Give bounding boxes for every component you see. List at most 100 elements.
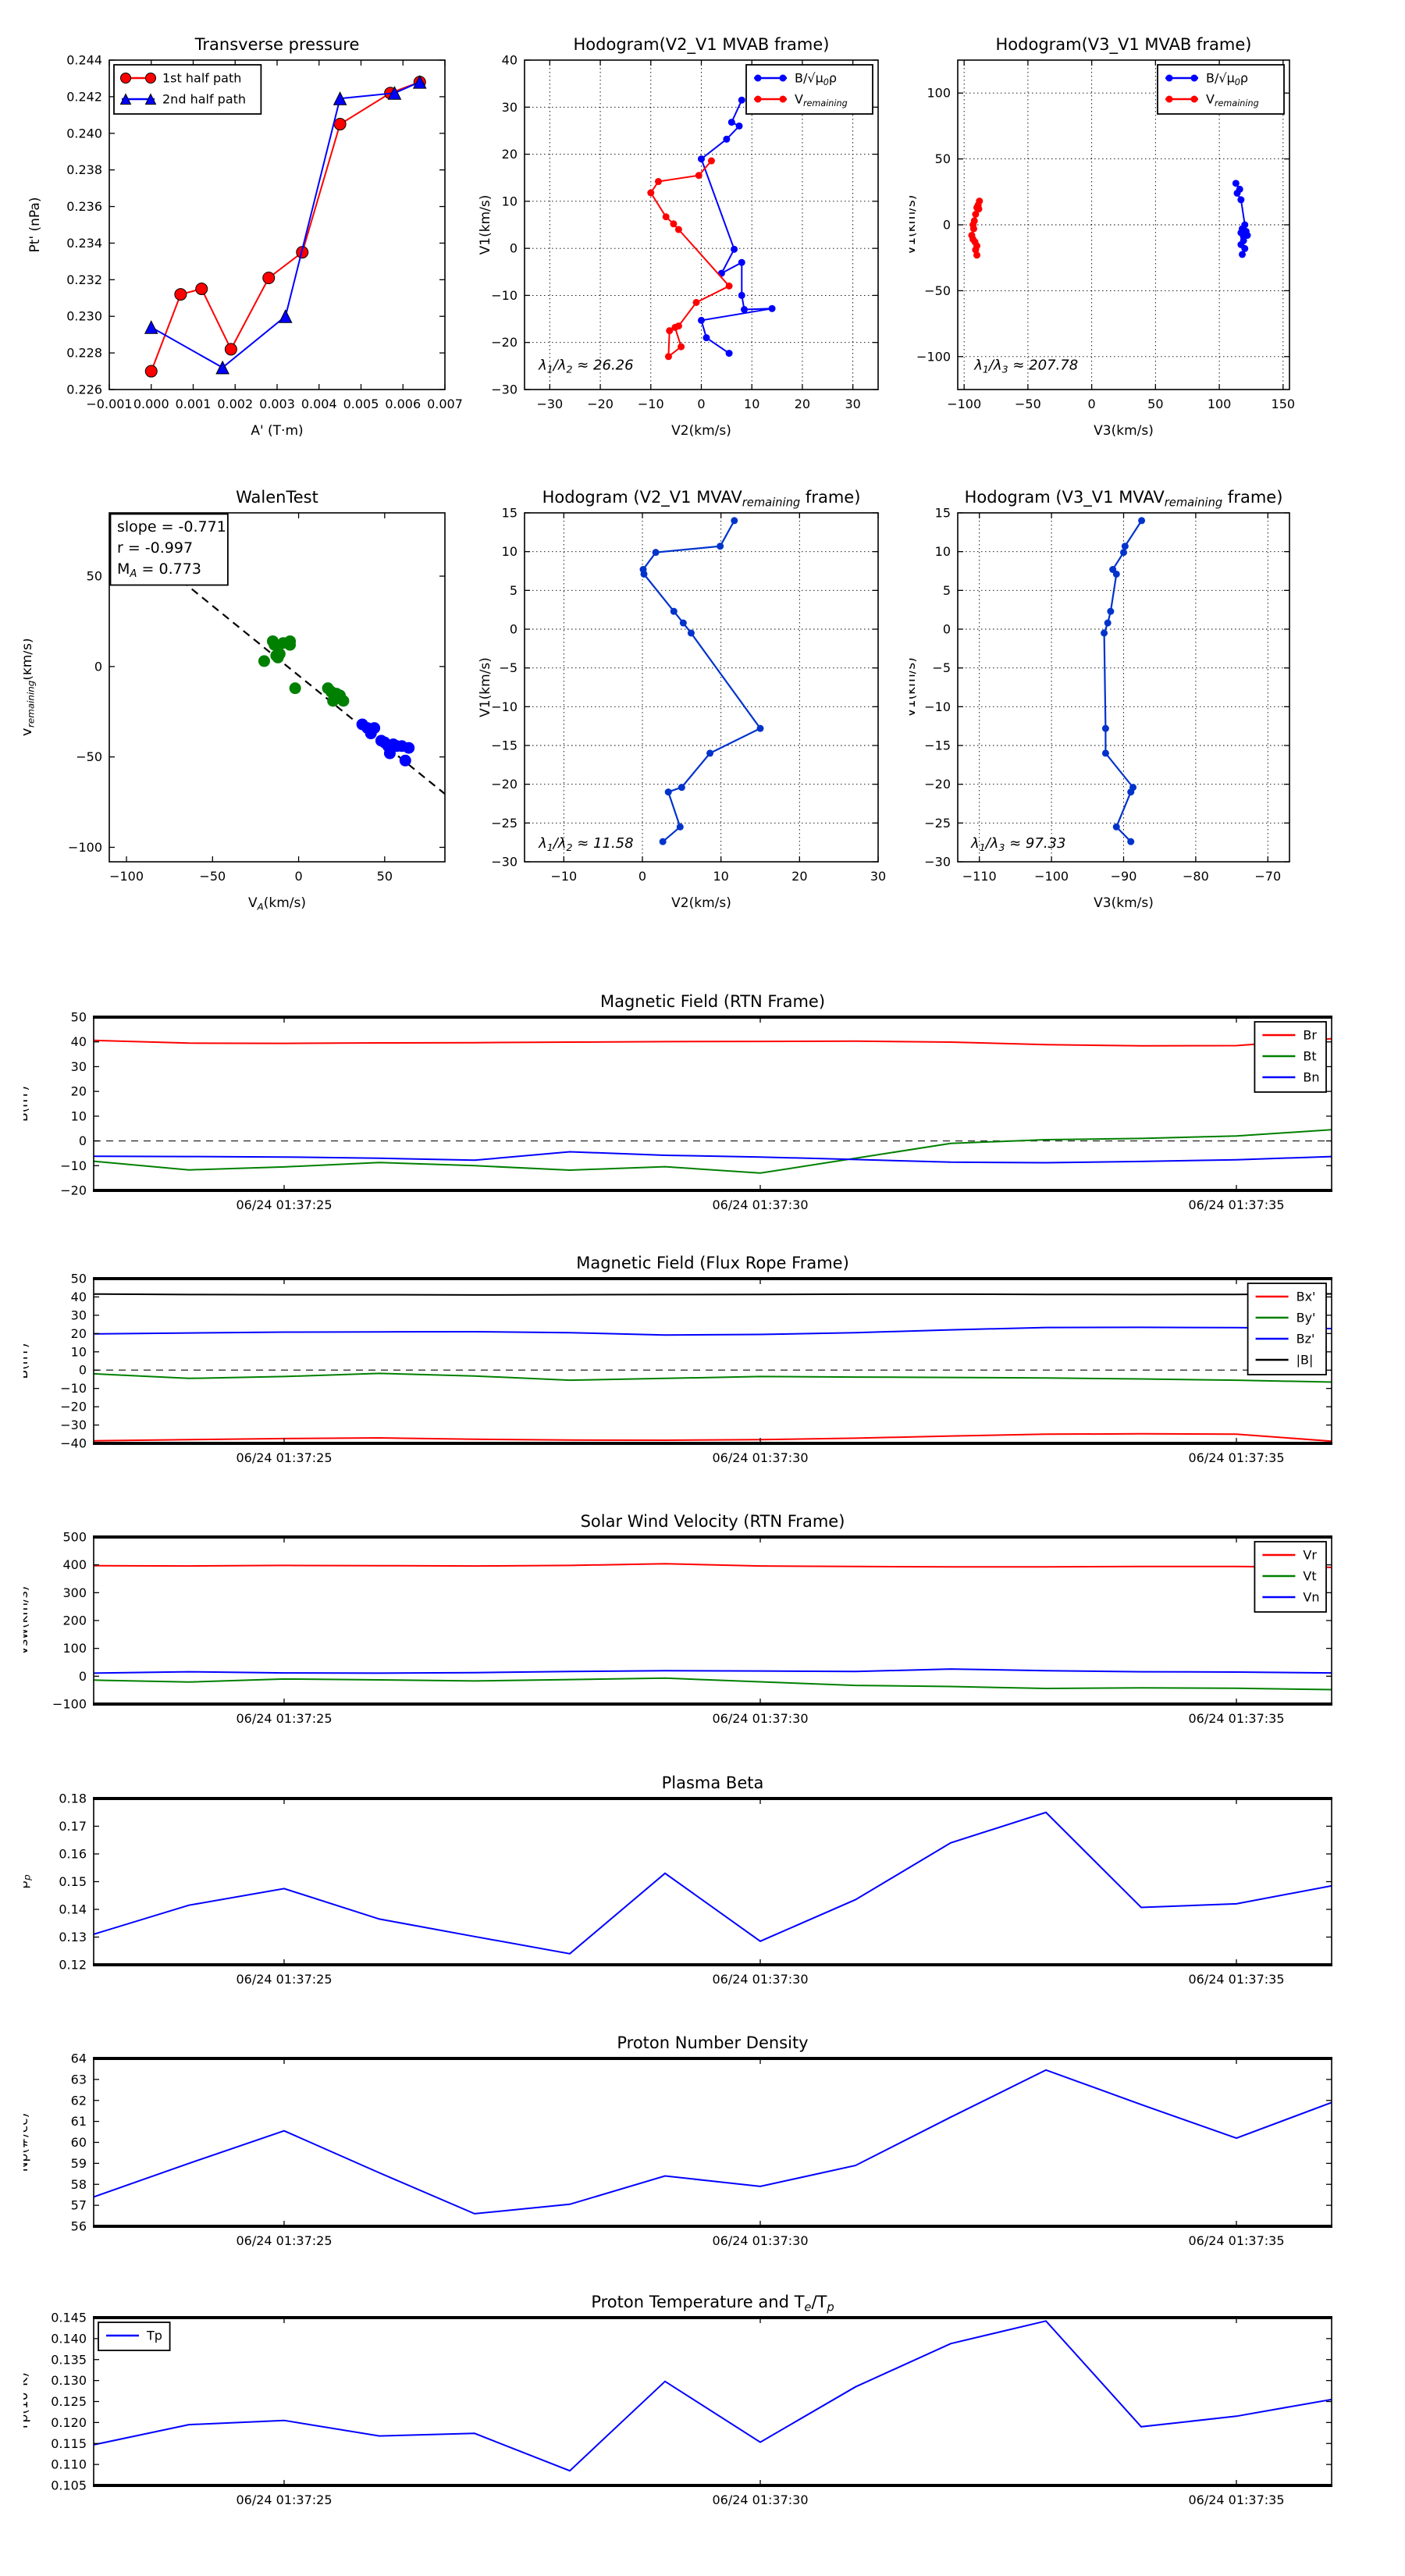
x-tick-label: −10 (638, 397, 664, 411)
y-tick-label: 50 (87, 569, 102, 584)
x-tick-label: −100 (109, 869, 144, 884)
chart-title: Solar Wind Velocity (RTN Frame) (581, 1512, 845, 1531)
y-tick-label: 10 (502, 194, 518, 208)
chart-magnetic-field-fluxrope: 06/24 01:37:25 06/24 01:37:30 06/24 01:37:… (16, 1244, 1363, 1486)
y-axis-label: V1(km/s) (478, 195, 493, 255)
y-tick-label: 59 (71, 2156, 87, 2171)
y-tick-label: 0.125 (51, 2394, 87, 2409)
y-tick-label: −20 (924, 777, 951, 792)
grid (958, 60, 1289, 390)
legend-label: Tp (146, 2329, 162, 2343)
hodogram-v2v1-mvab-svg: −30 −20 −10 0 10 20 30 −30 −20 −10 0 10 20 30 40 Hodogr… (478, 35, 879, 439)
x-axis-label: V2(km/s) (671, 423, 731, 439)
chart-title: WalenTest (236, 488, 318, 507)
axes-ticks: 06/24 01:37:25 06/24 01:37:30 06/24 01:37:… (60, 1010, 1332, 1212)
y-tick-label: −100 (916, 349, 951, 364)
legend-label: Vn (1303, 1590, 1319, 1605)
legend-label: Vr (1303, 1548, 1317, 1563)
x-tick-label: −100 (1034, 869, 1069, 884)
y-tick-label: 300 (62, 1585, 87, 1600)
axes-ticks: −110 −100 −90 −80 −70 −30 −25 −20 −15 −10 −5 0 5 10 15 (924, 506, 1289, 884)
y-tick-label: 20 (71, 1084, 87, 1099)
series-line (94, 1563, 1332, 1568)
x-tick-label: 06/24 01:37:35 (1188, 1711, 1284, 1726)
axes-ticks: 06/24 01:37:25 06/24 01:37:30 06/24 01:37:… (59, 1791, 1332, 1987)
y-tick-label: 10 (502, 544, 518, 559)
y-tick-label: 30 (71, 1059, 87, 1074)
y-axis-label: Tp(106K) (23, 2372, 31, 2432)
x-axis-label: VA(km/s) (248, 895, 306, 913)
y-tick-label: 58 (71, 2177, 87, 2192)
x-tick-label: 30 (870, 869, 886, 884)
x-tick-label: 0.000 (133, 397, 169, 411)
y-tick-label: 0.110 (51, 2457, 87, 2472)
chart-walen-test: −100 −50 0 50 −100 −50 0 50 WalenTest VA(km/s) Vre… (20, 459, 468, 933)
y-tick-label: 0.14 (59, 1902, 87, 1917)
x-tick-label: −50 (1015, 397, 1041, 411)
magnetic-field-fluxrope-svg: 06/24 01:37:25 06/24 01:37:30 06/24 01:37:… (16, 1254, 1332, 1465)
y-tick-label: 60 (71, 2135, 87, 2150)
series-line (94, 1811, 1332, 1955)
y-tick-label: 0.17 (59, 1819, 87, 1834)
legend: 1st half path 2nd half path (113, 64, 262, 115)
axes-ticks: 06/24 01:37:25 06/24 01:37:30 06/24 01:37:… (60, 1272, 1332, 1465)
y-tick-label: 30 (502, 100, 518, 115)
y-tick-label: 0 (94, 659, 102, 674)
stats-line: MA = 0.773 (117, 560, 201, 580)
grid (525, 512, 879, 863)
x-tick-label: 50 (377, 869, 393, 884)
plot-frame (93, 1278, 1332, 1444)
chart-transverse-pressure: −0.001 0.000 0.001 0.002 0.003 0.004 0.005 0.00… (23, 6, 468, 461)
y-tick-label: 0 (79, 1669, 87, 1684)
lambda-annotation: λ1/λ2 ≈ 11.58 (538, 835, 633, 853)
y-tick-label: 0.230 (66, 309, 102, 324)
x-tick-label: 06/24 01:37:25 (236, 1972, 332, 1987)
legend-label: B/√μ0ρ (795, 71, 837, 88)
legend-label: Bn (1303, 1070, 1319, 1085)
series-line (649, 160, 731, 358)
y-tick-label: 0.120 (51, 2415, 87, 2430)
y-tick-label: −100 (52, 1697, 87, 1712)
legend-label: By' (1297, 1311, 1316, 1325)
plot-frame (93, 1798, 1332, 1966)
x-tick-label: −90 (1111, 869, 1137, 884)
series-line (94, 1037, 1332, 1047)
y-tick-label: 40 (71, 1290, 87, 1304)
legend-label: Vremaining (795, 92, 848, 109)
stats-line: r = -0.997 (117, 539, 193, 557)
y-tick-label: 61 (71, 2114, 87, 2129)
y-tick-label: 40 (502, 53, 518, 68)
x-tick-label: 06/24 01:37:30 (712, 1711, 808, 1726)
y-tick-label: 0 (510, 241, 518, 256)
chart-title: Hodogram (V2_V1 MVAVremaining frame) (542, 488, 861, 510)
x-tick-label: 20 (791, 869, 807, 884)
legend-label: 2nd half path (162, 92, 246, 107)
x-tick-label: 06/24 01:37:30 (712, 1450, 808, 1465)
series-line (94, 1151, 1332, 1164)
y-tick-label: −20 (60, 1183, 87, 1198)
y-tick-label: −30 (491, 382, 518, 397)
y-tick-label: 0 (79, 1133, 87, 1148)
x-axis-label: V3(km/s) (1094, 895, 1154, 911)
y-tick-label: 0.240 (66, 126, 102, 141)
y-tick-label: 0.234 (66, 236, 102, 251)
stats-line: slope = -0.771 (117, 518, 226, 535)
y-axis-label: V1(km/s) (478, 657, 493, 717)
y-tick-label: 15 (935, 506, 951, 521)
chart-title: Hodogram(V3_V1 MVAB frame) (996, 35, 1252, 55)
series-line (94, 1432, 1332, 1443)
y-tick-label: 30 (71, 1308, 87, 1322)
y-tick-label: −30 (924, 855, 951, 870)
y-tick-label: 20 (502, 147, 518, 162)
solar-wind-velocity-series (94, 1563, 1332, 1691)
y-tick-label: 57 (71, 2198, 87, 2213)
y-tick-label: −25 (491, 816, 518, 831)
series-line (94, 1372, 1332, 1383)
y-tick-label: −15 (924, 738, 951, 753)
x-tick-label: 0.006 (385, 397, 421, 411)
y-tick-label: 0.16 (59, 1847, 87, 1862)
legend: Tp (98, 2322, 171, 2351)
axes-ticks: 06/24 01:37:25 06/24 01:37:30 06/24 01:37:… (51, 2311, 1332, 2507)
walen-test-series (109, 519, 445, 795)
y-tick-label: −100 (68, 840, 102, 855)
